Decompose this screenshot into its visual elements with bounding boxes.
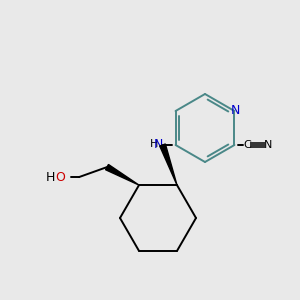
Text: H: H bbox=[46, 171, 55, 184]
Text: N: N bbox=[154, 137, 163, 151]
Text: H: H bbox=[150, 139, 159, 149]
Text: N: N bbox=[231, 103, 240, 116]
Text: C: C bbox=[244, 140, 251, 150]
Text: O: O bbox=[55, 171, 65, 184]
Polygon shape bbox=[160, 144, 177, 185]
Text: N: N bbox=[264, 140, 273, 150]
Polygon shape bbox=[106, 164, 139, 185]
